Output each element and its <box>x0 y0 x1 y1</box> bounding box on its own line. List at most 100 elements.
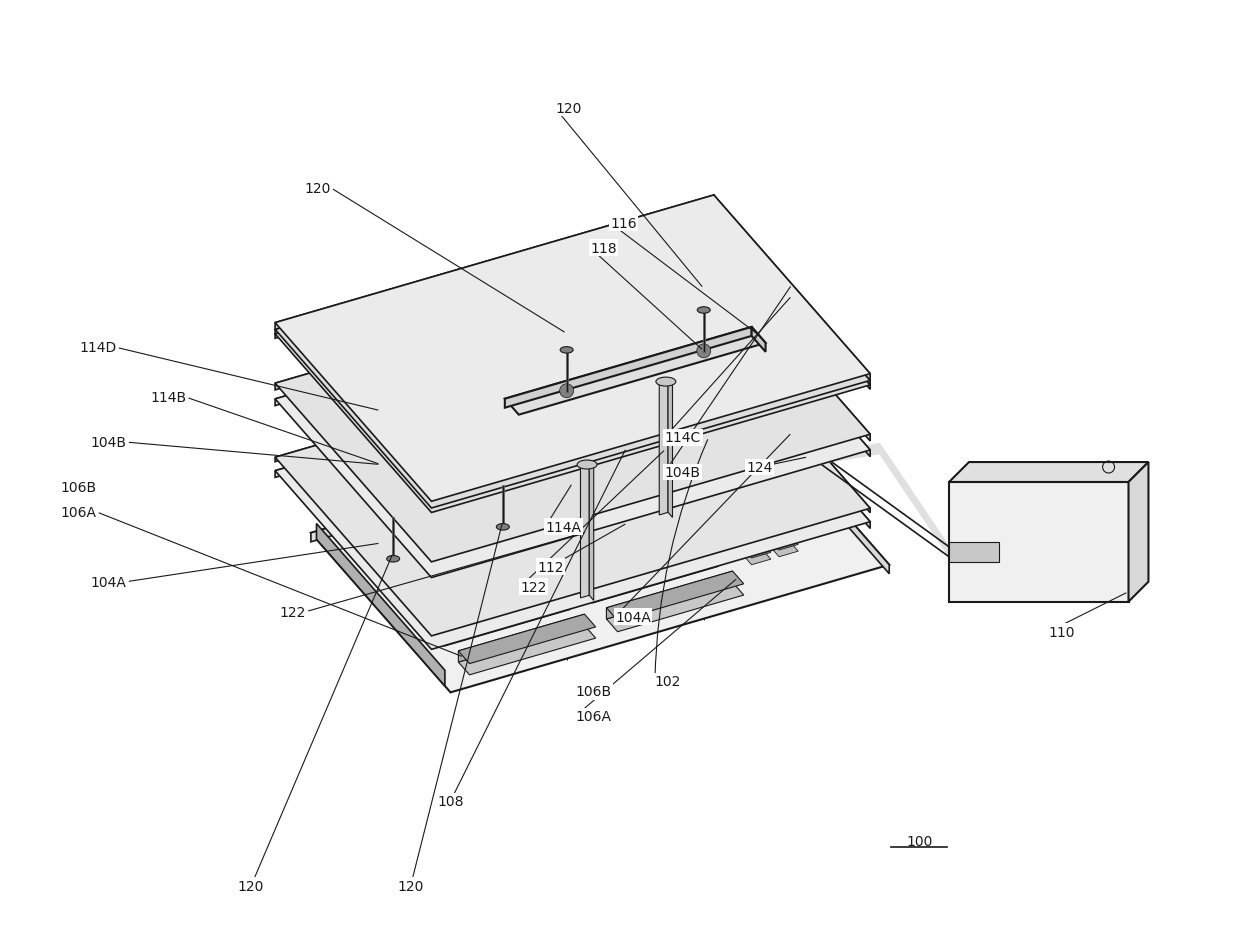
Polygon shape <box>386 354 779 485</box>
Polygon shape <box>640 426 723 478</box>
Polygon shape <box>275 272 870 578</box>
Polygon shape <box>770 535 799 550</box>
Polygon shape <box>531 486 668 535</box>
Polygon shape <box>668 378 672 518</box>
Polygon shape <box>383 528 521 578</box>
Text: 120: 120 <box>305 182 331 195</box>
Text: 122: 122 <box>521 580 547 594</box>
Polygon shape <box>714 330 870 513</box>
Polygon shape <box>606 583 744 632</box>
Polygon shape <box>531 486 657 533</box>
Polygon shape <box>606 571 744 621</box>
Polygon shape <box>275 330 870 636</box>
Polygon shape <box>386 426 759 543</box>
Polygon shape <box>557 514 682 562</box>
Polygon shape <box>275 344 870 649</box>
Polygon shape <box>408 568 546 618</box>
Ellipse shape <box>697 307 711 314</box>
Ellipse shape <box>560 347 573 354</box>
Polygon shape <box>428 483 821 613</box>
Polygon shape <box>311 406 889 693</box>
Polygon shape <box>580 461 589 598</box>
Polygon shape <box>345 387 737 517</box>
Ellipse shape <box>387 556 399 563</box>
Polygon shape <box>459 614 595 664</box>
Polygon shape <box>557 526 693 575</box>
Polygon shape <box>737 504 765 519</box>
Text: 116: 116 <box>610 216 636 230</box>
Text: 108: 108 <box>438 794 464 808</box>
Polygon shape <box>275 344 714 478</box>
FancyBboxPatch shape <box>949 483 1128 602</box>
Polygon shape <box>727 525 754 539</box>
Text: 100: 100 <box>906 834 932 848</box>
Polygon shape <box>557 514 693 564</box>
Polygon shape <box>582 543 708 590</box>
Polygon shape <box>433 597 570 646</box>
Text: 106B: 106B <box>575 684 611 699</box>
Polygon shape <box>505 327 751 408</box>
Polygon shape <box>275 272 714 407</box>
Polygon shape <box>770 542 799 557</box>
Text: 120: 120 <box>238 879 264 893</box>
Polygon shape <box>754 516 781 531</box>
Polygon shape <box>428 410 821 542</box>
Text: 104A: 104A <box>91 575 126 589</box>
Polygon shape <box>316 524 445 686</box>
Text: 118: 118 <box>590 242 616 255</box>
Polygon shape <box>582 554 719 604</box>
Text: 114D: 114D <box>79 341 117 355</box>
Polygon shape <box>275 207 714 339</box>
Polygon shape <box>275 203 870 508</box>
Polygon shape <box>709 505 738 520</box>
Polygon shape <box>275 330 714 463</box>
Polygon shape <box>459 625 595 675</box>
Polygon shape <box>714 344 870 529</box>
Polygon shape <box>275 203 714 334</box>
Text: 104B: 104B <box>91 436 126 449</box>
Polygon shape <box>750 406 889 574</box>
Text: 122: 122 <box>279 605 306 619</box>
Polygon shape <box>544 475 702 562</box>
Polygon shape <box>433 585 570 635</box>
Polygon shape <box>408 557 534 605</box>
Polygon shape <box>743 550 771 565</box>
Ellipse shape <box>496 524 510 530</box>
Polygon shape <box>544 493 702 580</box>
Text: 114C: 114C <box>665 430 701 445</box>
Polygon shape <box>386 354 759 471</box>
Polygon shape <box>709 512 738 526</box>
Text: 110: 110 <box>1049 625 1075 639</box>
Polygon shape <box>428 473 821 604</box>
Polygon shape <box>345 378 737 508</box>
Polygon shape <box>1128 463 1148 602</box>
Text: 104B: 104B <box>665 466 701 480</box>
Polygon shape <box>383 528 510 576</box>
Polygon shape <box>428 473 801 590</box>
Text: 114B: 114B <box>150 391 186 405</box>
Polygon shape <box>640 426 765 499</box>
Polygon shape <box>606 571 733 620</box>
Polygon shape <box>428 402 821 532</box>
Polygon shape <box>714 196 870 381</box>
Polygon shape <box>345 315 737 446</box>
Polygon shape <box>408 557 546 606</box>
Polygon shape <box>727 531 754 546</box>
Polygon shape <box>459 614 584 663</box>
Polygon shape <box>345 378 717 495</box>
Polygon shape <box>714 272 870 457</box>
Text: 106B: 106B <box>61 481 97 494</box>
Polygon shape <box>660 378 668 515</box>
Polygon shape <box>640 453 765 526</box>
Polygon shape <box>949 463 1148 483</box>
Polygon shape <box>386 363 779 493</box>
Polygon shape <box>275 256 870 563</box>
Text: 102: 102 <box>655 675 681 688</box>
Polygon shape <box>505 327 765 415</box>
Polygon shape <box>544 475 655 526</box>
Polygon shape <box>531 497 668 546</box>
Polygon shape <box>383 540 521 589</box>
Text: 106A: 106A <box>61 506 97 520</box>
Text: 120: 120 <box>398 879 424 893</box>
Polygon shape <box>714 203 870 386</box>
